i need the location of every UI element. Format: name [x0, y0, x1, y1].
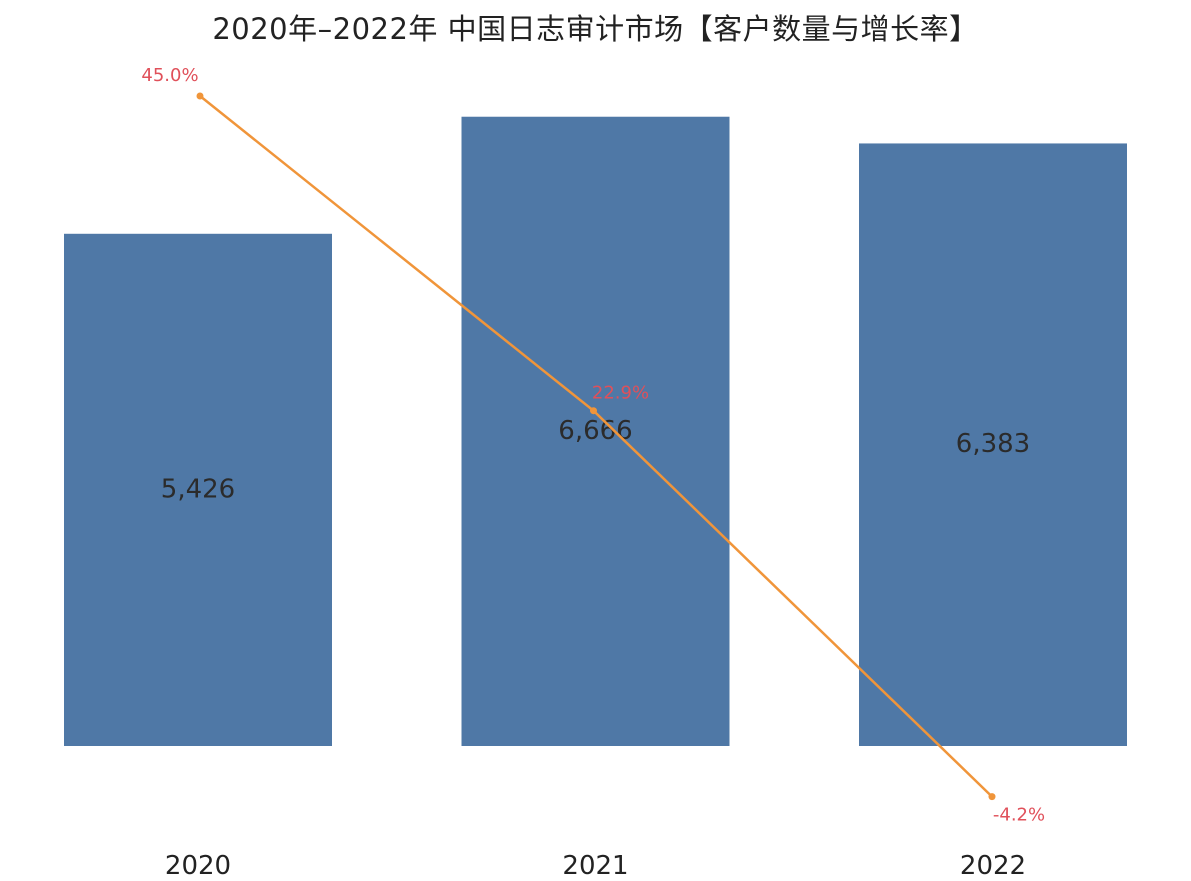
bar-value-label: 5,426	[161, 474, 235, 504]
growth-rate-point	[196, 92, 204, 100]
growth-line-layer: 45.0% 22.9% -4.2%	[141, 65, 1045, 826]
growth-rate-point	[590, 407, 597, 415]
bar-2022	[859, 143, 1127, 746]
x-tick-label: 2020	[165, 851, 231, 881]
growth-rate-label: 45.0%	[141, 65, 198, 86]
bar-2021	[461, 116, 730, 746]
bar-2020	[64, 233, 332, 747]
chart-title: 2020年–2022年 中国日志审计市场【客户数量与增长率】	[212, 12, 979, 46]
bar-value-label: 6,383	[956, 429, 1030, 459]
growth-rate-point	[988, 793, 996, 801]
bar-value-label: 6,666	[558, 416, 632, 446]
growth-rate-label: -4.2%	[993, 805, 1045, 826]
x-axis: 2020 2021 2022	[165, 851, 1026, 881]
growth-rate-label: 22.9%	[592, 383, 649, 404]
bars-layer: 5,426 6,666 6,383	[64, 116, 1127, 747]
x-tick-label: 2021	[562, 851, 628, 881]
x-tick-label: 2022	[960, 851, 1026, 881]
